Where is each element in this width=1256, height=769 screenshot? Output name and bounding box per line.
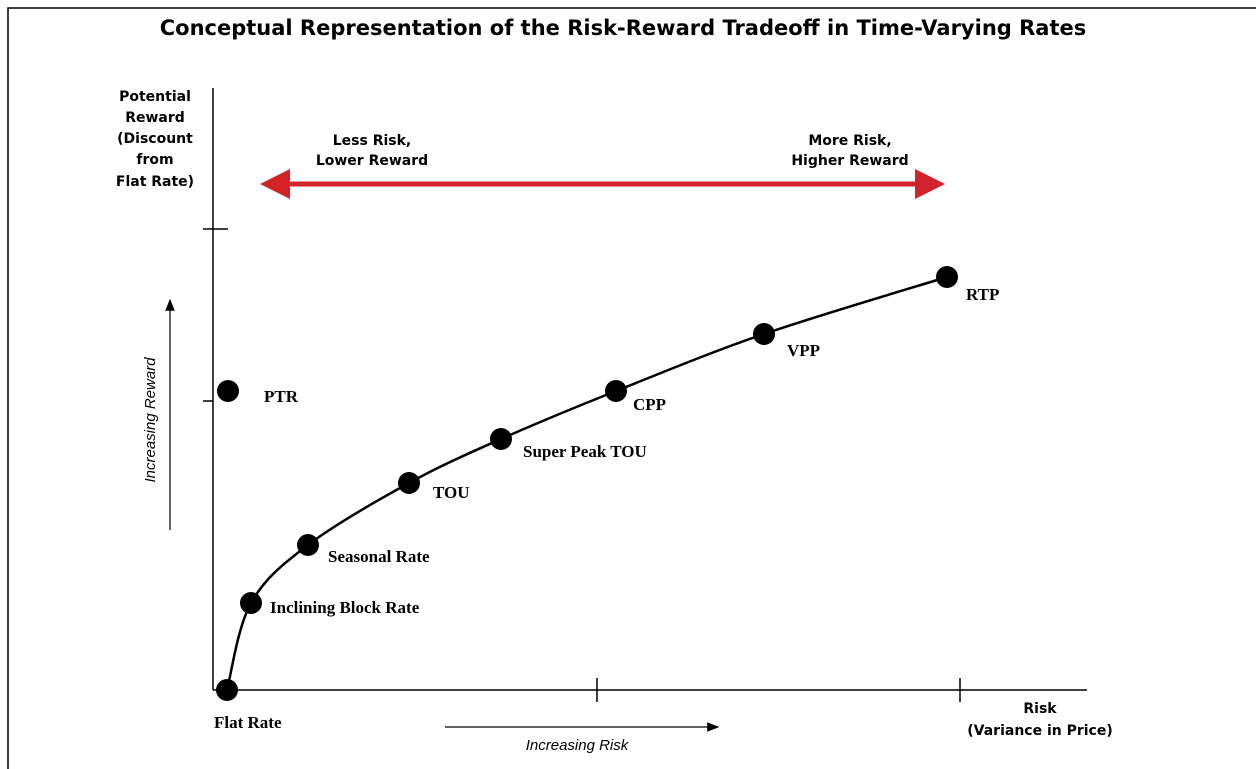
annotation: Less Risk, [333, 133, 412, 149]
rate-point [398, 472, 420, 494]
rate-point [753, 323, 775, 345]
rate-point [490, 428, 512, 450]
tradeoff-curve [225, 275, 948, 691]
frame [7, 7, 1256, 769]
rate-label: TOU [433, 483, 470, 502]
rate-label: CPP [633, 395, 666, 414]
rate-label: RTP [966, 285, 999, 304]
rate-label: PTR [264, 387, 299, 406]
x-axis-label: Risk [1023, 701, 1057, 717]
x-axis-label: (Variance in Price) [967, 723, 1113, 739]
rate-point [605, 380, 627, 402]
rate-point [936, 266, 958, 288]
y-axis-label: Reward [125, 110, 185, 126]
annotation: Lower Reward [316, 153, 428, 169]
rate-label: Flat Rate [214, 713, 282, 732]
annotation: Higher Reward [791, 153, 908, 169]
rate-label: VPP [787, 341, 820, 360]
annotation: More Risk, [808, 133, 891, 149]
title: Conceptual Representation of the Risk-Re… [160, 16, 1087, 40]
y-axis-label: (Discount [117, 131, 193, 147]
rate-point [297, 534, 319, 556]
y-axis-label: Flat Rate) [116, 174, 194, 190]
rate-label: Seasonal Rate [328, 547, 430, 566]
increasing-risk: Increasing Risk [526, 737, 630, 754]
rate-point [216, 679, 238, 701]
rate-label: Super Peak TOU [523, 442, 647, 461]
rate-point [217, 380, 239, 402]
y-axis-label: Potential [119, 89, 191, 105]
rate-label: Inclining Block Rate [270, 598, 420, 617]
increasing-reward: Increasing Reward [142, 357, 159, 483]
rate-point [240, 592, 262, 614]
y-axis-label: from [136, 152, 173, 168]
